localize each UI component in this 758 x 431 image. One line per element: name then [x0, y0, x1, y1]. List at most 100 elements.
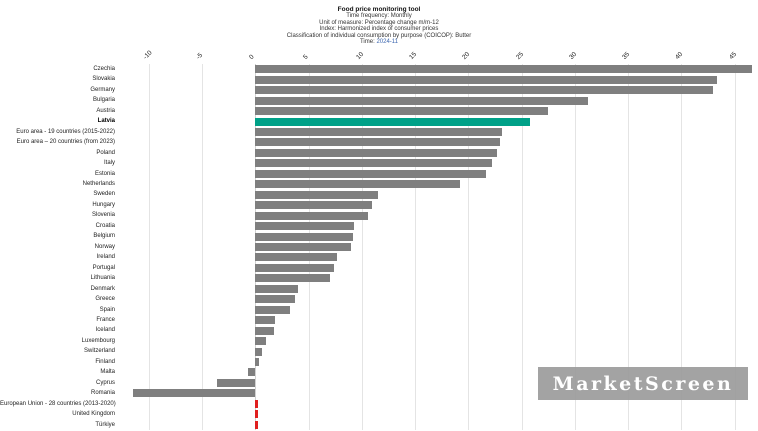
time-value: 2024-11 — [376, 39, 399, 45]
chart-bar[interactable] — [255, 159, 492, 168]
chart-bar[interactable] — [255, 222, 355, 231]
subtitle-line: Index: Harmonized index of consumer pric… — [319, 26, 439, 32]
x-tick-label: 30 — [567, 50, 579, 61]
chart-bar[interactable] — [255, 75, 717, 84]
chart-bar[interactable] — [255, 253, 338, 262]
chart-bar[interactable] — [255, 358, 260, 367]
chart-bar[interactable] — [255, 96, 588, 105]
x-tick-label: 15 — [408, 50, 419, 61]
gridline — [574, 64, 576, 430]
watermark-text: MarketScreen — [552, 372, 734, 395]
category-label: Czechia — [93, 66, 115, 72]
chart-bar[interactable] — [255, 337, 266, 346]
marketscreen-watermark: MarketScreen — [538, 367, 748, 400]
gridline — [734, 64, 736, 430]
category-label: Euro area – 20 countries (from 2023) — [16, 139, 115, 146]
category-label: Croatia — [95, 222, 115, 229]
gridline — [681, 64, 683, 430]
gridline — [628, 64, 630, 430]
category-label: France — [96, 316, 115, 323]
x-tick-label: -5 — [194, 51, 204, 61]
chart-bar[interactable] — [255, 148, 498, 157]
chart-bar[interactable] — [255, 169, 487, 178]
category-label: Iceland — [95, 327, 115, 334]
chart-bar[interactable] — [255, 274, 330, 283]
category-label: Denmark — [90, 285, 115, 292]
chart-time-line: Time: 2024-11 — [0, 39, 758, 46]
category-label: Latvia — [97, 118, 115, 125]
category-label: Romania — [90, 390, 115, 397]
plot-area — [122, 64, 756, 430]
category-label: Sweden — [93, 191, 115, 198]
chart-bar[interactable] — [255, 107, 549, 116]
chart-title: Food price monitoring tool — [337, 6, 421, 13]
category-label: Finland — [95, 358, 115, 365]
subtitle-line: Unit of measure: Percentage change m/m-1… — [319, 19, 439, 26]
chart-bar[interactable] — [255, 180, 460, 189]
x-tick-label: -10 — [141, 49, 154, 61]
gridline — [201, 64, 203, 430]
gridline — [148, 64, 150, 430]
chart-bar[interactable] — [255, 211, 369, 220]
chart-bar[interactable] — [132, 389, 256, 398]
category-label: European Union - 28 countries (2013-2020… — [0, 400, 116, 407]
x-tick-label: 35 — [621, 50, 632, 61]
x-tick-label: 25 — [514, 50, 525, 61]
category-label: Netherlands — [82, 181, 115, 188]
category-label: Slovakia — [92, 76, 115, 83]
chart-bar[interactable] — [255, 117, 531, 126]
gridline — [521, 64, 523, 430]
chart-bar[interactable] — [255, 201, 373, 210]
chart-bar[interactable] — [255, 190, 378, 199]
category-label: Cyprus — [95, 379, 115, 386]
chart-bar[interactable] — [255, 295, 295, 304]
subtitle-line: Time frequency: Monthly — [346, 13, 412, 19]
chart-bar[interactable] — [255, 65, 752, 74]
category-label: Norway — [94, 243, 115, 250]
chart-bar[interactable] — [255, 138, 501, 147]
category-label: Switzerland — [83, 348, 115, 355]
chart-bar[interactable] — [255, 347, 262, 356]
category-label: Germany — [90, 86, 115, 93]
category-label: Bulgaria — [92, 97, 115, 104]
category-label: Lithuania — [90, 275, 115, 282]
category-label: Hungary — [92, 201, 115, 208]
chart-header: Food price monitoring tool Time frequenc… — [0, 6, 758, 46]
time-label: Time: — [359, 39, 375, 45]
gridline — [468, 64, 470, 430]
chart-bar[interactable] — [255, 316, 276, 325]
chart-bar[interactable] — [255, 232, 354, 241]
subtitle-line: Classification of individual consumption… — [286, 32, 472, 39]
chart-bar[interactable] — [255, 305, 291, 314]
chart-bar[interactable] — [255, 127, 503, 136]
x-tick-label: 0 — [248, 53, 256, 61]
chart-bar[interactable] — [216, 378, 256, 387]
category-label: Malta — [100, 369, 115, 376]
category-labels: Czechia Slovakia Germany Bulgaria Austria Lat… — [0, 64, 118, 430]
category-label: Greece — [95, 296, 115, 303]
category-label: Italy — [103, 160, 115, 167]
chart-bar[interactable] — [255, 399, 259, 408]
x-tick-label: 5 — [301, 53, 310, 61]
x-tick-label: 40 — [674, 50, 685, 61]
chart-bar[interactable] — [255, 284, 298, 293]
x-tick-label: 10 — [354, 50, 365, 61]
gridline — [415, 64, 416, 430]
category-label: Euro area - 19 countries (2015-2022) — [16, 128, 115, 135]
chart-bar[interactable] — [255, 420, 259, 429]
chart-bar[interactable] — [255, 243, 352, 251]
x-tick-label: 20 — [461, 50, 472, 61]
chart-bar[interactable] — [255, 263, 335, 272]
category-label: Portugal — [92, 264, 115, 271]
chart-bar[interactable] — [255, 86, 714, 95]
chart-subtitles: Time frequency: Monthly Unit of measure: … — [0, 13, 758, 39]
category-label: Spain — [99, 306, 115, 313]
category-label: United Kingdom — [72, 411, 115, 418]
chart-bar[interactable] — [247, 368, 256, 377]
category-label: Türkiye — [95, 421, 115, 428]
chart-bar[interactable] — [255, 410, 259, 419]
gridline — [361, 64, 363, 430]
category-label: Estonia — [94, 170, 115, 177]
chart-bar[interactable] — [255, 326, 275, 335]
